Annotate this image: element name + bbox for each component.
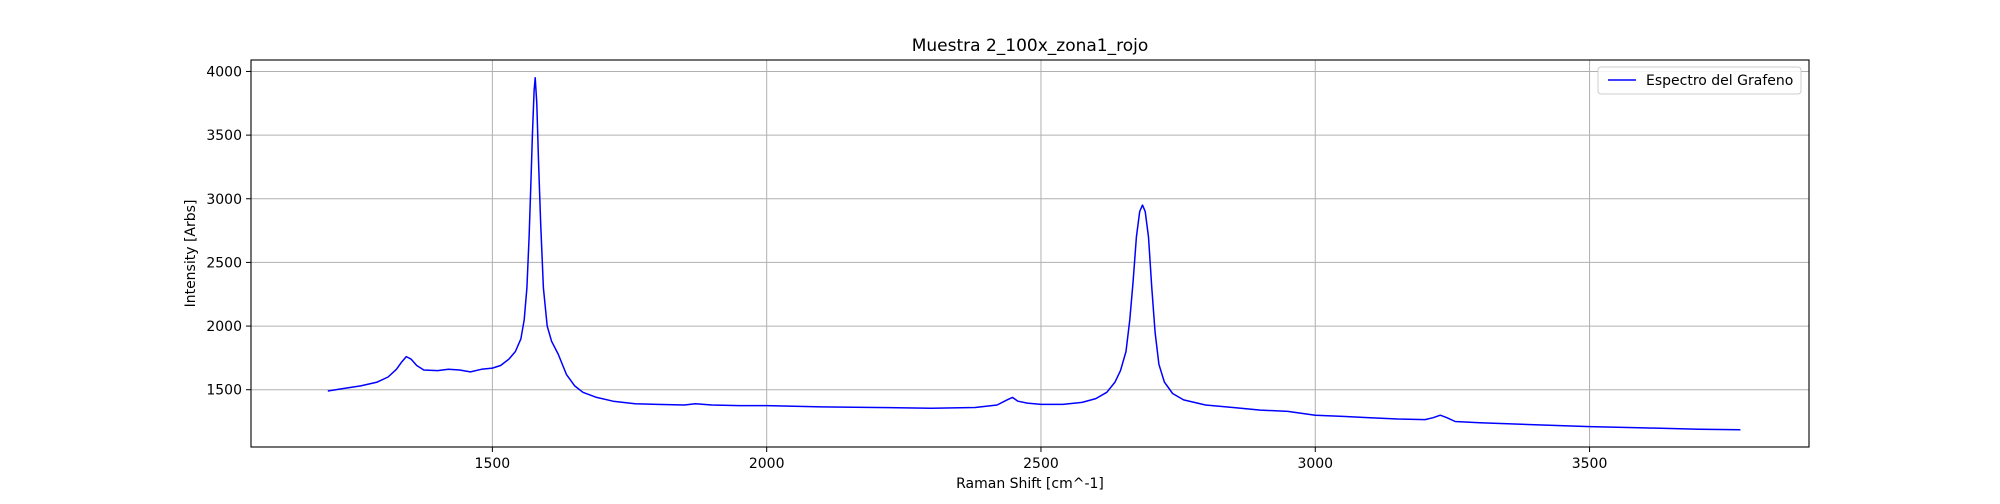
legend-label: Espectro del Grafeno — [1646, 73, 1793, 89]
y-tick-label: 2500 — [206, 255, 242, 271]
y-axis-ticks: 1500 2000 2500 3000 3500 4000 — [206, 64, 251, 399]
x-axis-label: Raman Shift [cm^-1] — [956, 476, 1104, 492]
y-tick-label: 3500 — [206, 128, 242, 144]
legend-box — [1597, 66, 1802, 95]
y-tick-label: 3000 — [206, 192, 242, 208]
plot-frame — [250, 59, 1810, 448]
x-tick-label: 3000 — [1297, 456, 1333, 472]
x-tick-label: 1500 — [475, 456, 511, 472]
y-tick-label: 1500 — [206, 383, 242, 399]
x-tick-label: 3500 — [1572, 456, 1608, 472]
y-tick-label: 4000 — [206, 64, 242, 80]
legend: Espectro del Grafeno — [1597, 66, 1802, 95]
x-tick-label: 2500 — [1023, 456, 1059, 472]
x-axis-ticks: 1500 2000 2500 3000 3500 — [475, 447, 1608, 472]
spectrum-line — [327, 77, 1741, 431]
chart-title: Muestra 2_100x_zona1_rojo — [912, 36, 1149, 56]
y-axis-label: Intensity [Arbs] — [183, 200, 199, 308]
data-layer — [327, 77, 1741, 431]
x-tick-label: 2000 — [749, 456, 785, 472]
grid-lines — [251, 60, 1809, 447]
y-tick-label: 2000 — [206, 319, 242, 335]
